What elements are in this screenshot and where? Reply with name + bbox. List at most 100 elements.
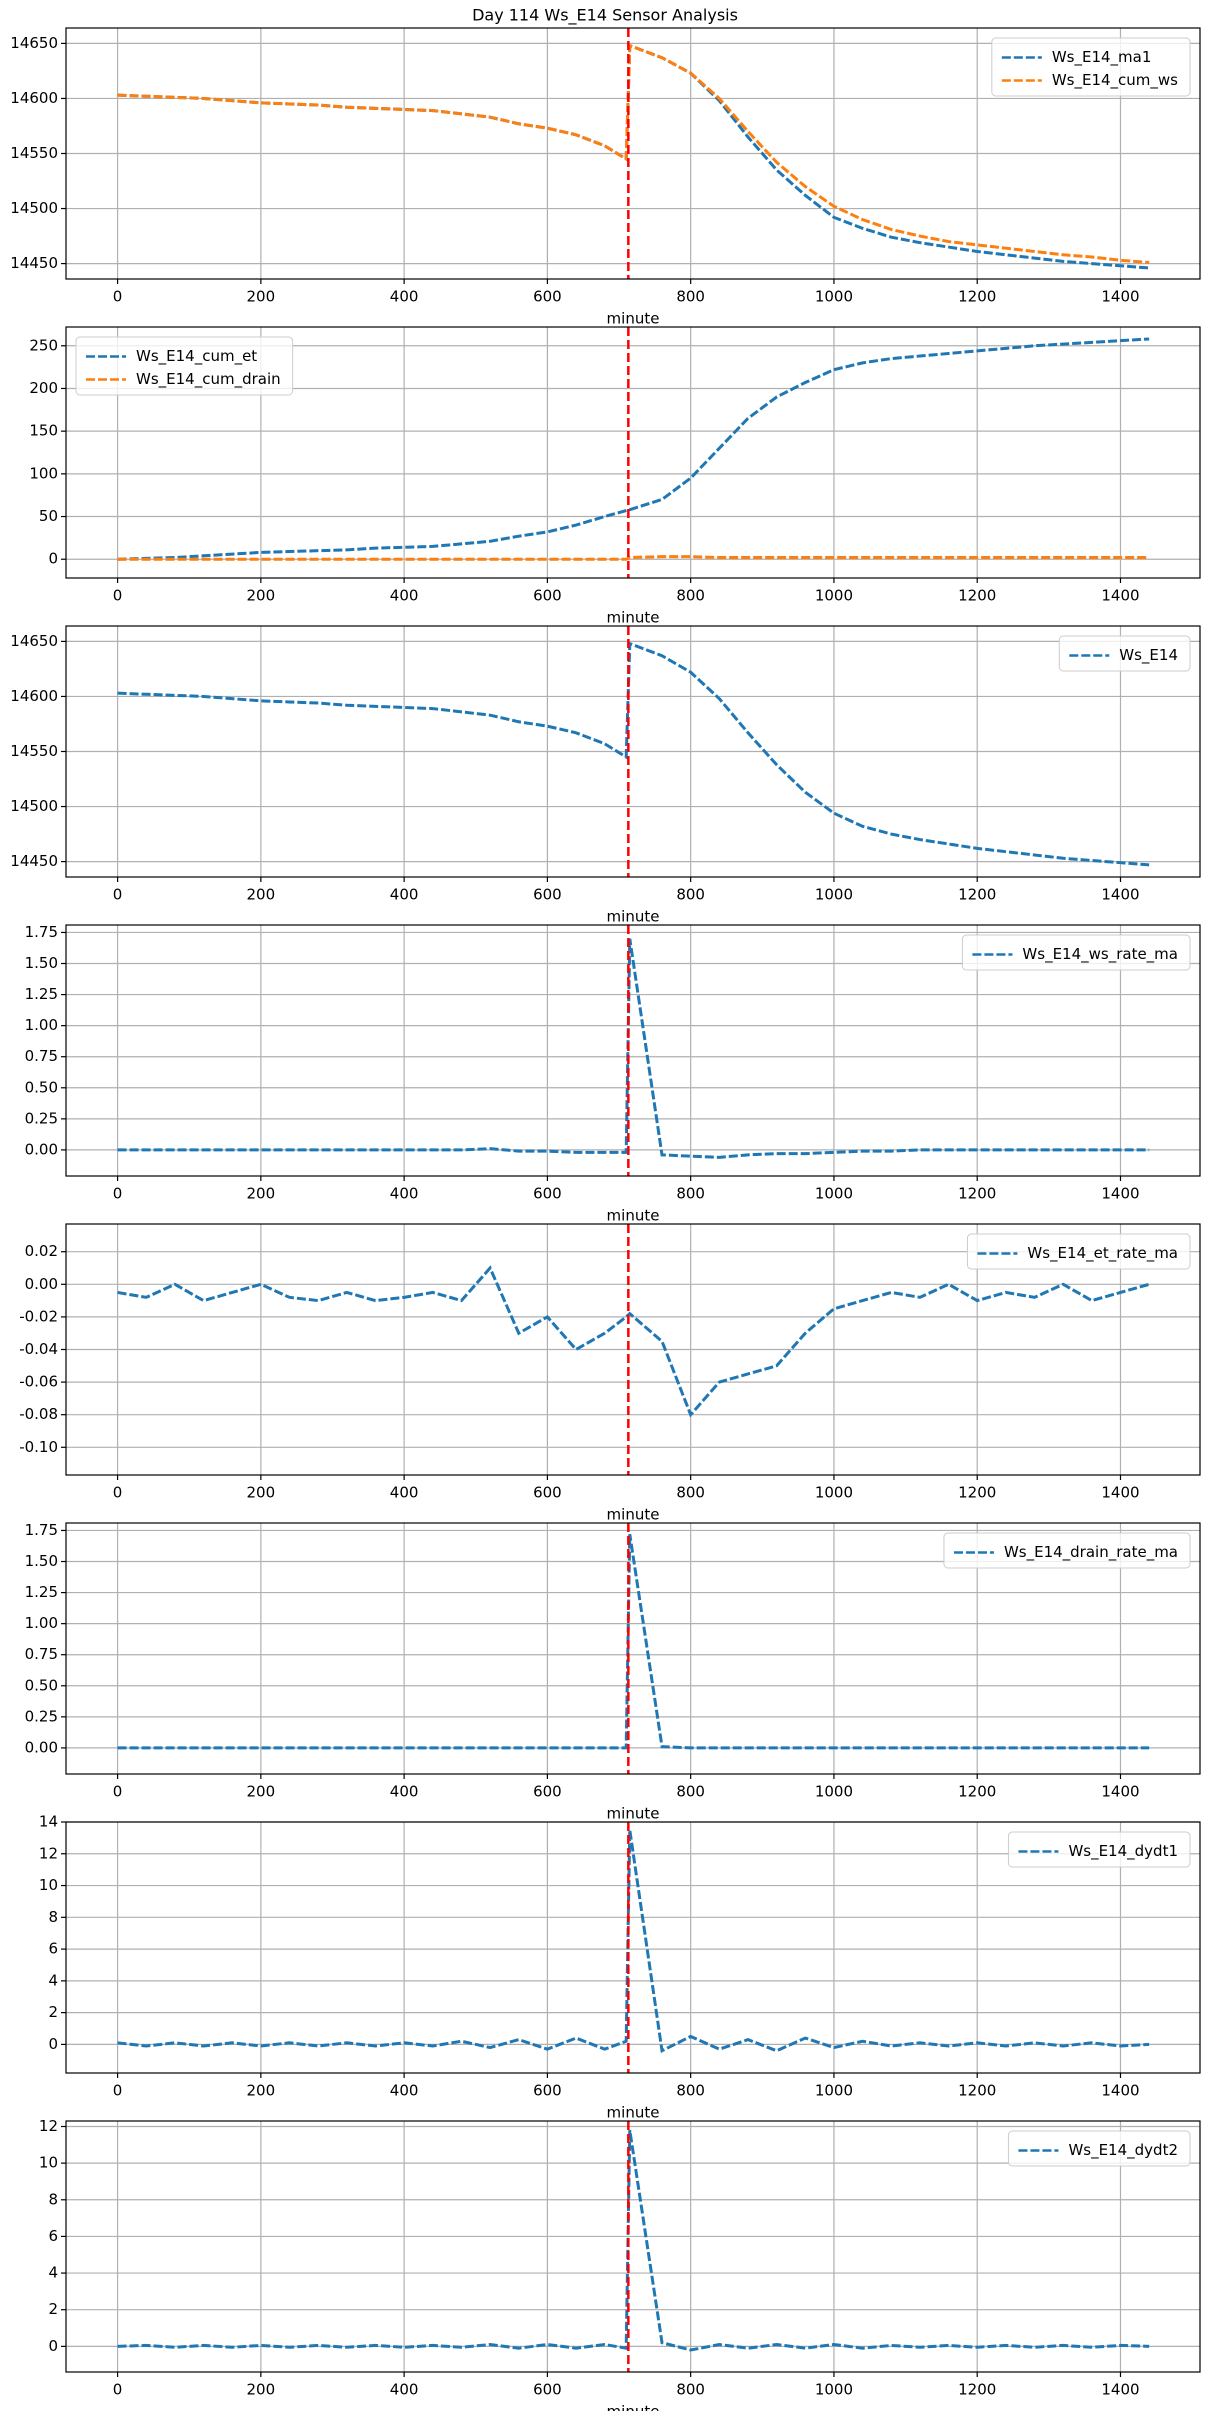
legend: Ws_E14_dydt1 bbox=[1007, 1831, 1191, 1868]
x-tick-label: 600 bbox=[533, 2082, 562, 2100]
x-tick-label: 600 bbox=[533, 288, 562, 306]
legend: Ws_E14_ws_rate_ma bbox=[961, 934, 1191, 971]
y-tick-label: 50 bbox=[39, 507, 58, 525]
x-tick-label: 1000 bbox=[815, 587, 853, 605]
y-tick-label: 14600 bbox=[10, 89, 58, 107]
x-tick-label: 1000 bbox=[815, 2381, 853, 2399]
x-tick-label: 0 bbox=[113, 288, 123, 306]
legend-label: Ws_E14_drain_rate_ma bbox=[1004, 1543, 1178, 1562]
y-tick-label: 14450 bbox=[10, 852, 58, 870]
y-tick-label: 0.50 bbox=[25, 1078, 58, 1096]
x-tick-label: 1200 bbox=[958, 886, 996, 904]
x-axis-label: minute bbox=[607, 1506, 660, 1524]
legend-box bbox=[961, 934, 1191, 971]
y-tick-label: 0 bbox=[48, 2337, 58, 2355]
y-tick-label: 14500 bbox=[10, 199, 58, 217]
x-tick-label: 800 bbox=[676, 2082, 705, 2100]
x-tick-label: 1200 bbox=[958, 1783, 996, 1801]
subplot: 0 200 400 600 800 1000 1200 1400 14450 14500 14550… bbox=[10, 27, 1201, 328]
y-tick-label: 14450 bbox=[10, 254, 58, 272]
axes-frame bbox=[65, 27, 1201, 280]
x-tick-label: 1000 bbox=[815, 1484, 853, 1502]
legend-box bbox=[943, 1532, 1191, 1569]
x-tick-label: 800 bbox=[676, 587, 705, 605]
y-tick-label: -0.06 bbox=[19, 1373, 58, 1391]
x-tick-label: 1000 bbox=[815, 1783, 853, 1801]
y-tick-label: 0.75 bbox=[25, 1047, 58, 1065]
y-tick-label: 0.25 bbox=[25, 1109, 58, 1127]
y-tick-label: 14550 bbox=[10, 742, 58, 760]
legend: Ws_E14_cum_et Ws_E14_cum_drain bbox=[75, 336, 294, 396]
subplot: 0 200 400 600 800 1000 1200 1400 0.00 0.25 0.50 0.7… bbox=[25, 923, 1201, 1225]
x-tick-label: 1400 bbox=[1101, 587, 1139, 605]
legend-label: Ws_E14_cum_ws bbox=[1052, 71, 1178, 90]
x-tick-label: 400 bbox=[390, 1484, 419, 1502]
y-tick-label: 8 bbox=[48, 1908, 58, 1926]
x-tick-label: 600 bbox=[533, 587, 562, 605]
series-line bbox=[117, 43, 1150, 264]
x-tick-label: 200 bbox=[247, 2381, 276, 2399]
x-tick-label: 0 bbox=[113, 2082, 123, 2100]
y-tick-label: 14650 bbox=[10, 632, 58, 650]
series-line bbox=[117, 641, 1150, 867]
x-tick-label: 800 bbox=[676, 1783, 705, 1801]
legend: Ws_E14_et_rate_ma bbox=[966, 1233, 1191, 1270]
x-tick-label: 1200 bbox=[958, 1484, 996, 1502]
legend-box bbox=[1007, 2130, 1191, 2167]
x-tick-label: 1000 bbox=[815, 288, 853, 306]
axes-frame bbox=[65, 924, 1201, 1177]
x-tick-label: 1400 bbox=[1101, 1484, 1139, 1502]
x-axis-label: minute bbox=[607, 310, 660, 328]
x-tick-label: 800 bbox=[676, 2381, 705, 2399]
legend: Ws_E14_ma1 Ws_E14_cum_ws bbox=[991, 37, 1191, 97]
x-tick-label: 200 bbox=[247, 1185, 276, 1203]
x-tick-label: 1400 bbox=[1101, 1185, 1139, 1203]
x-tick-label: 400 bbox=[390, 886, 419, 904]
y-tick-label: 4 bbox=[48, 2264, 58, 2282]
x-tick-label: 1000 bbox=[815, 886, 853, 904]
y-tick-label: 10 bbox=[39, 1876, 58, 1894]
x-tick-label: 1000 bbox=[815, 1185, 853, 1203]
x-axis-label: minute bbox=[607, 2104, 660, 2122]
subplot: 0 200 400 600 800 1000 1200 1400 14450 14500 14550… bbox=[10, 625, 1201, 926]
y-tick-label: 0.02 bbox=[25, 1242, 58, 1260]
series-line bbox=[117, 1265, 1150, 1418]
x-tick-label: 600 bbox=[533, 2381, 562, 2399]
x-tick-label: 600 bbox=[533, 1484, 562, 1502]
x-tick-label: 1400 bbox=[1101, 1783, 1139, 1801]
x-tick-label: 400 bbox=[390, 288, 419, 306]
x-tick-label: 200 bbox=[247, 2082, 276, 2100]
x-tick-label: 0 bbox=[113, 1783, 123, 1801]
x-tick-label: 200 bbox=[247, 1484, 276, 1502]
x-tick-label: 1400 bbox=[1101, 2381, 1139, 2399]
y-tick-label: 8 bbox=[48, 2190, 58, 2208]
series-line bbox=[117, 1829, 1150, 2054]
y-tick-label: 4 bbox=[48, 1971, 58, 1989]
x-axis-label: minute bbox=[607, 908, 660, 926]
series-line bbox=[117, 938, 1150, 1159]
y-tick-label: 250 bbox=[29, 336, 58, 354]
x-tick-label: 200 bbox=[247, 587, 276, 605]
y-tick-label: 1.00 bbox=[25, 1614, 58, 1632]
legend-box bbox=[1007, 1831, 1191, 1868]
y-tick-label: 0.25 bbox=[25, 1707, 58, 1725]
x-tick-label: 400 bbox=[390, 2082, 419, 2100]
y-tick-label: 10 bbox=[39, 2154, 58, 2172]
legend-label: Ws_E14_ws_rate_ma bbox=[1022, 945, 1178, 964]
x-tick-label: 600 bbox=[533, 1783, 562, 1801]
axes-frame bbox=[65, 326, 1201, 579]
x-tick-label: 800 bbox=[676, 886, 705, 904]
x-tick-label: 1200 bbox=[958, 2381, 996, 2399]
x-tick-label: 800 bbox=[676, 1484, 705, 1502]
axes-frame bbox=[65, 1522, 1201, 1775]
y-tick-label: 6 bbox=[48, 1940, 58, 1958]
y-tick-label: 1.75 bbox=[25, 1521, 58, 1539]
y-tick-label: 0.50 bbox=[25, 1676, 58, 1694]
legend-label: Ws_E14_ma1 bbox=[1052, 48, 1152, 67]
x-tick-label: 200 bbox=[247, 1783, 276, 1801]
y-tick-label: 150 bbox=[29, 422, 58, 440]
x-tick-label: 1400 bbox=[1101, 2082, 1139, 2100]
y-tick-label: 2 bbox=[48, 2300, 58, 2318]
legend-label: Ws_E14_dydt2 bbox=[1068, 2141, 1178, 2160]
